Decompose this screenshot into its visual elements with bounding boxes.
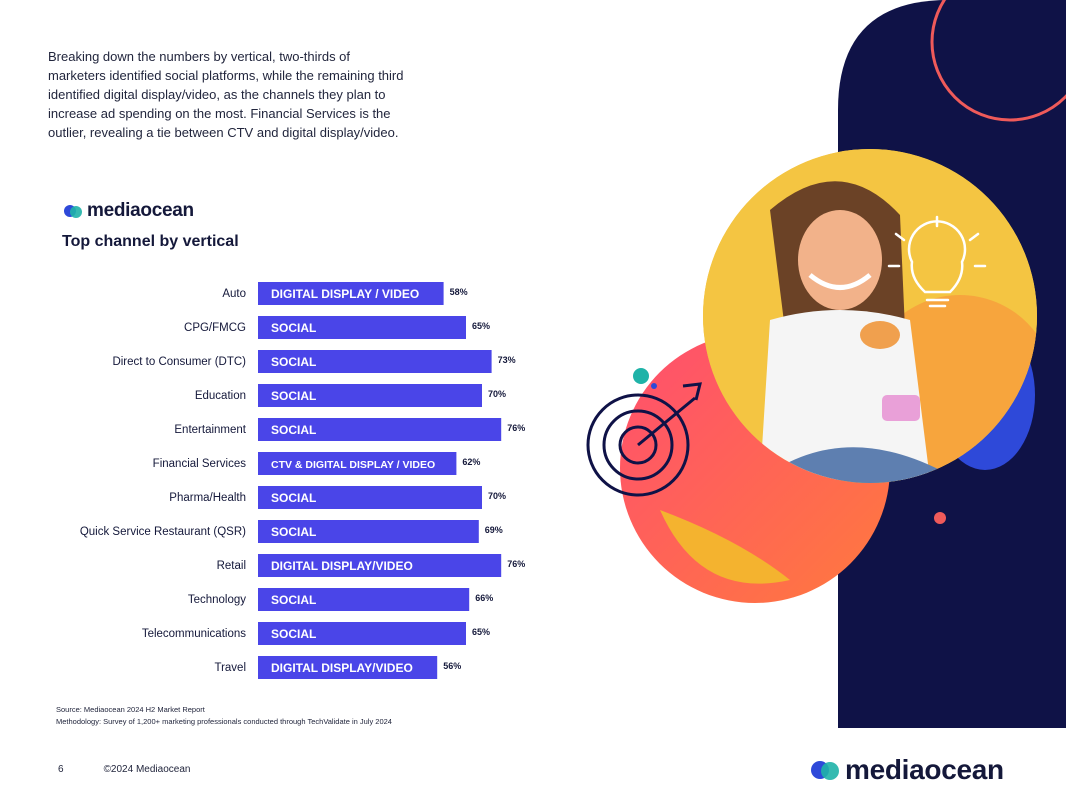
bar-channel-label: SOCIAL [271, 593, 316, 607]
bar-value-label: 65% [472, 627, 490, 637]
bar [258, 282, 444, 305]
bar-value-label: 76% [507, 423, 525, 433]
lightbulb-icon [887, 215, 987, 308]
bar [258, 316, 466, 339]
page-number: 6 [58, 764, 64, 775]
intro-text: Breaking down the numbers by vertical, t… [48, 49, 404, 140]
bar-channel-label: CTV & DIGITAL DISPLAY / VIDEO [271, 459, 435, 471]
mediaocean-logo-icon [64, 205, 82, 218]
coral-ring [930, 0, 1066, 122]
bar-value-label: 76% [507, 559, 525, 569]
bar-value-label: 73% [498, 355, 516, 365]
brand-logo-small: mediaocean [62, 200, 194, 222]
bar-channel-label: DIGITAL DISPLAY/VIDEO [271, 559, 413, 573]
bar-value-label: 66% [475, 593, 493, 603]
coral-dot [934, 512, 946, 524]
bar [258, 384, 482, 407]
bar-channel-label: SOCIAL [271, 355, 316, 369]
bar [258, 520, 479, 543]
bar-value-label: 62% [462, 457, 480, 467]
bar [258, 418, 502, 441]
bar-chart: Auto DIGITAL DISPLAY / VIDEO 58% CPG/FMCG SO… [80, 282, 525, 679]
brand-logo-large: mediaocean [809, 754, 1004, 786]
category-label: Direct to Consumer (DTC) [112, 356, 246, 368]
bar-channel-label: SOCIAL [271, 525, 316, 539]
bar [258, 452, 457, 475]
bar-value-label: 70% [488, 389, 506, 399]
category-label: Technology [188, 594, 246, 606]
bar-channel-label: DIGITAL DISPLAY / VIDEO [271, 287, 419, 301]
bar-value-label: 69% [485, 525, 503, 535]
bar [258, 554, 502, 577]
bar-channel-label: DIGITAL DISPLAY/VIDEO [271, 661, 413, 675]
bar-value-label: 70% [488, 491, 506, 501]
mediaocean-logo-icon [811, 761, 839, 780]
bar [258, 350, 492, 373]
target-icon [586, 382, 702, 497]
bar [258, 656, 438, 679]
bar-value-label: 58% [450, 287, 468, 297]
category-label: Entertainment [174, 424, 246, 436]
bar [258, 622, 466, 645]
category-label: Quick Service Restaurant (QSR) [80, 526, 246, 538]
brand-name: mediaocean [87, 200, 194, 221]
brand-name-large: mediaocean [845, 754, 1004, 785]
bar-value-label: 65% [472, 321, 490, 331]
blue-dot [651, 383, 657, 389]
chart-title: Top channel by vertical [62, 233, 239, 250]
chart-notes: Source: Mediaocean 2024 H2 Market Report… [56, 704, 392, 728]
bar-channel-label: SOCIAL [271, 321, 316, 335]
footer: 6 ©2024 Mediaocean [58, 764, 190, 775]
category-label: Auto [222, 288, 246, 300]
source-note: Source: Mediaocean 2024 H2 Market Report [56, 705, 205, 714]
bar-channel-label: SOCIAL [271, 423, 316, 437]
bar [258, 588, 470, 611]
copyright: ©2024 Mediaocean [103, 764, 191, 775]
bar [258, 486, 482, 509]
category-label: Pharma/Health [169, 492, 246, 504]
bar-value-label: 56% [443, 661, 461, 671]
category-label: Telecommunications [142, 628, 246, 640]
category-label: Retail [217, 560, 246, 572]
methodology-note: Methodology: Survey of 1,200+ marketing … [56, 717, 392, 726]
bar-channel-label: SOCIAL [271, 491, 316, 505]
category-label: Financial Services [153, 458, 247, 470]
yellow-arc [660, 510, 790, 584]
teal-dot [633, 368, 649, 384]
bar-channel-label: SOCIAL [271, 389, 316, 403]
category-label: Travel [214, 662, 246, 674]
category-label: CPG/FMCG [184, 322, 246, 334]
category-label: Education [195, 390, 246, 402]
bar-channel-label: SOCIAL [271, 627, 316, 641]
